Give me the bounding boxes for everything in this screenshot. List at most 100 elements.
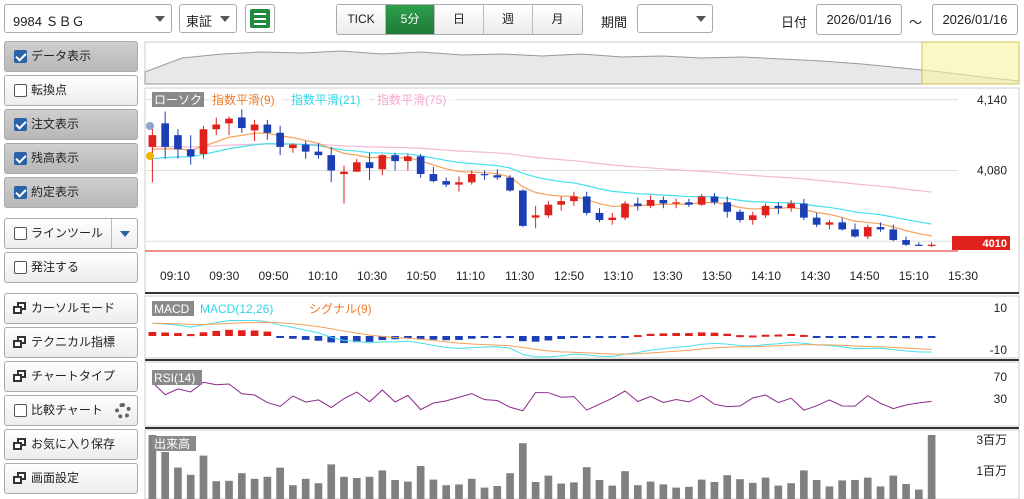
stock-chart[interactable]: 4,1404,0804,02009:1009:3009:5010:1010:30… xyxy=(142,40,1024,499)
time-tick-label: 11:30 xyxy=(505,269,534,283)
candle-body xyxy=(416,156,425,175)
legend-box xyxy=(152,301,194,316)
volume-bar xyxy=(621,471,629,499)
balance-display-toggle[interactable]: 残高表示 xyxy=(4,143,138,174)
period-week-button[interactable]: 週 xyxy=(484,5,533,34)
candle-body xyxy=(442,181,451,185)
date-to-field[interactable]: 2026/01/16 xyxy=(932,4,1018,35)
volume-panel[interactable]: 3百万 1百万 出来高 xyxy=(144,429,1020,499)
compare-chart-label: 比較チャート xyxy=(31,403,103,417)
macd-panel[interactable]: 10 -10 MACD MACD(12,26) シグナル(9) xyxy=(144,295,1020,361)
candle-body xyxy=(429,174,438,182)
macd-histogram-bar xyxy=(787,333,795,336)
legend-label: RSI(14) xyxy=(154,371,195,385)
line-tool-label: ラインツール xyxy=(31,226,104,240)
candle-body xyxy=(352,162,361,172)
volume-bar xyxy=(493,486,502,499)
candle-body xyxy=(404,156,412,162)
volume-bar xyxy=(327,464,336,499)
balance-display-label: 残高表示 xyxy=(31,151,80,165)
candle-body xyxy=(608,217,617,220)
technical-indicator-button[interactable]: テクニカル指標 xyxy=(4,327,138,358)
chart-type-label: チャートタイプ xyxy=(31,369,115,383)
macd-histogram-bar xyxy=(697,332,706,336)
volume-panel-frame xyxy=(144,429,1020,499)
cursor-mode-button[interactable]: カーソルモード xyxy=(4,293,138,324)
volume-bar xyxy=(531,482,540,499)
compare-chart-toggle[interactable]: 比較チャート xyxy=(4,395,138,426)
symbol-select[interactable]: 9984 ＳＢＧ xyxy=(4,4,172,33)
chevron-down-icon xyxy=(220,16,230,22)
price-panel[interactable]: 4,1404,0804,02009:1009:3009:5010:1010:30… xyxy=(144,87,1020,294)
candle-body xyxy=(301,144,310,152)
chart-area[interactable]: 4,1404,0804,02009:1009:3009:5010:1010:30… xyxy=(142,40,1024,499)
volume-bar xyxy=(582,467,591,499)
macd-histogram-bar xyxy=(812,336,821,338)
overview-navigator[interactable] xyxy=(144,41,1020,85)
volume-bar xyxy=(685,486,693,499)
volume-tick-label: 1百万 xyxy=(976,464,1007,478)
macd-histogram-bar xyxy=(595,336,604,339)
period-tick-button[interactable]: TICK xyxy=(337,5,386,34)
candle-body xyxy=(633,203,642,206)
volume-bar xyxy=(365,476,374,499)
period-5min-button[interactable]: 5分 xyxy=(386,5,435,34)
rsi-panel[interactable]: 70 30 RSI(14) xyxy=(144,361,1020,429)
symbol-list-button[interactable] xyxy=(245,4,275,33)
macd-histogram-bar xyxy=(557,336,565,340)
gear-icon[interactable] xyxy=(115,403,131,419)
volume-bar xyxy=(237,473,246,499)
chevron-down-icon xyxy=(696,16,706,22)
data-display-toggle[interactable]: データ表示 xyxy=(4,41,138,72)
macd-histogram-bar xyxy=(429,336,438,340)
volume-bar xyxy=(825,486,834,499)
macd-histogram-bar xyxy=(314,336,323,341)
volume-bar xyxy=(340,476,348,499)
line-tool-toggle[interactable]: ラインツール xyxy=(4,218,138,249)
period-month-button[interactable]: 月 xyxy=(533,5,582,34)
time-tick-label: 12:50 xyxy=(554,269,584,283)
executed-display-toggle[interactable]: 約定表示 xyxy=(4,177,138,208)
candle-body xyxy=(289,144,297,149)
volume-bar xyxy=(519,443,527,499)
candle-body xyxy=(595,212,604,220)
candle-body xyxy=(646,199,655,206)
date-from-field[interactable]: 2026/01/16 xyxy=(816,4,902,35)
technical-indicator-label: テクニカル指標 xyxy=(31,335,116,349)
candle-body xyxy=(467,174,476,183)
macd-histogram-bar xyxy=(301,336,310,340)
term-select[interactable] xyxy=(637,4,713,33)
candle-body xyxy=(876,227,885,230)
time-tick-label: 09:10 xyxy=(160,269,190,283)
macd-tick-label: -10 xyxy=(990,343,1008,357)
chart-type-button[interactable]: チャートタイプ xyxy=(4,361,138,392)
favorites-save-button[interactable]: お気に入り保存 xyxy=(4,429,138,460)
volume-bar xyxy=(646,481,655,499)
volume-bar xyxy=(570,482,578,499)
rsi-tick-label: 30 xyxy=(994,392,1008,406)
volume-bar xyxy=(659,484,668,499)
screen-settings-button[interactable]: 画面設定 xyxy=(4,463,138,494)
volume-bar xyxy=(276,467,284,499)
candle-body xyxy=(863,227,872,237)
chevron-down-icon[interactable] xyxy=(111,219,137,248)
place-order-toggle[interactable]: 発注する xyxy=(4,252,138,283)
market-select[interactable]: 東証 xyxy=(179,4,237,33)
volume-bar xyxy=(467,478,476,499)
macd-histogram-bar xyxy=(404,336,412,339)
candle-body xyxy=(161,123,169,147)
time-tick-label: 10:50 xyxy=(406,269,436,283)
macd-histogram-bar xyxy=(352,336,361,343)
candle-body xyxy=(787,203,795,209)
macd-histogram-bar xyxy=(774,334,783,337)
volume-bar xyxy=(148,435,157,499)
volume-bar xyxy=(314,483,323,499)
volume-bar xyxy=(416,466,425,499)
order-display-toggle[interactable]: 注文表示 xyxy=(4,109,138,140)
turning-point-toggle[interactable]: 転換点 xyxy=(4,75,138,106)
volume-bar xyxy=(391,480,399,499)
volume-bar xyxy=(608,485,617,499)
macd-histogram-bar xyxy=(876,336,885,338)
macd-histogram-bar xyxy=(672,333,680,336)
period-day-button[interactable]: 日 xyxy=(435,5,484,34)
